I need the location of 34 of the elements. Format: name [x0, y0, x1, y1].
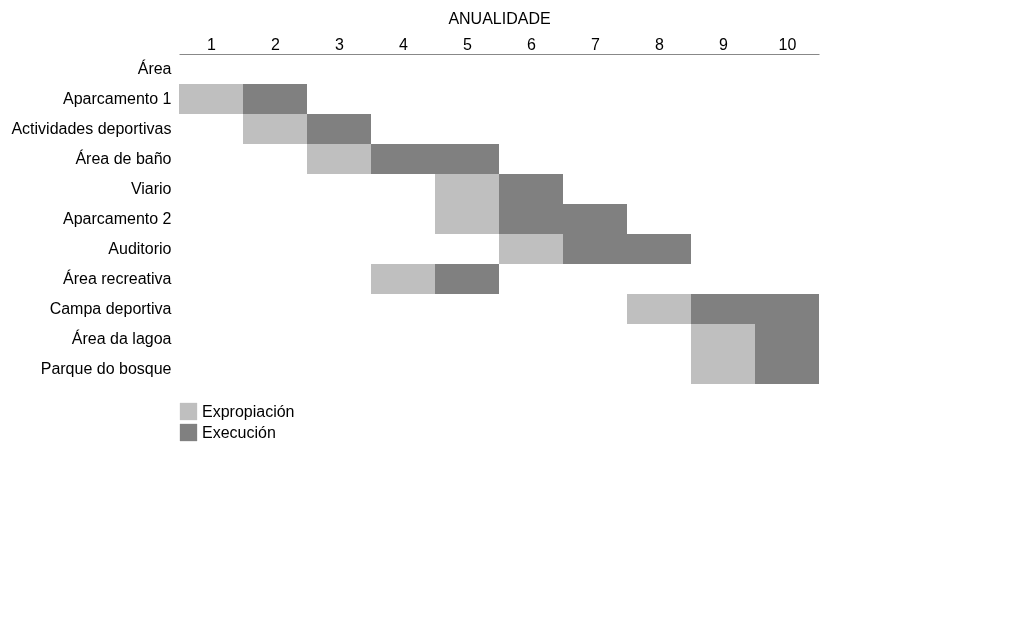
y-tick-label: Área recreativa — [63, 269, 172, 287]
x-tick-label: 7 — [591, 35, 601, 53]
bar — [179, 84, 243, 114]
bar — [243, 114, 307, 144]
bar — [307, 144, 371, 174]
y-tick-label: Viario — [130, 180, 172, 197]
bar — [371, 144, 499, 174]
y-tick-label: Actividades deportivas — [11, 120, 172, 137]
bar — [371, 264, 435, 294]
bar — [435, 264, 499, 294]
y-tick-label: Auditorio — [108, 240, 172, 257]
bar — [243, 84, 307, 114]
y-tick-label: Campa deportiva — [49, 300, 172, 317]
legend-label: Expropiación — [202, 402, 295, 420]
x-tick-label: 8 — [655, 35, 665, 53]
y-tick-label: Aparcamento 1 — [62, 90, 172, 107]
bar — [307, 114, 371, 144]
x-tick-label: 5 — [463, 35, 473, 53]
y-tick-label: Área de baño — [75, 149, 172, 167]
x-tick-label: 9 — [719, 35, 729, 53]
y-tick-label: Área da lagoa — [71, 329, 172, 347]
x-tick-label: 2 — [271, 35, 281, 53]
x-tick-label: 6 — [527, 35, 537, 53]
x-tick-label: 3 — [335, 35, 345, 53]
legend-label: Execución — [202, 423, 276, 441]
y-tick-label: Aparcamento 2 — [62, 210, 172, 227]
x-tick-label: 4 — [399, 35, 409, 53]
y-tick-label: Parque do bosque — [40, 360, 172, 377]
y-tick-label: Área — [137, 59, 172, 77]
x-tick-label: 1 — [207, 35, 217, 53]
bar — [627, 294, 691, 324]
x-axis-title: ANUALIDADE — [448, 9, 551, 27]
bar — [499, 234, 563, 264]
x-tick-label: 10 — [778, 35, 797, 53]
